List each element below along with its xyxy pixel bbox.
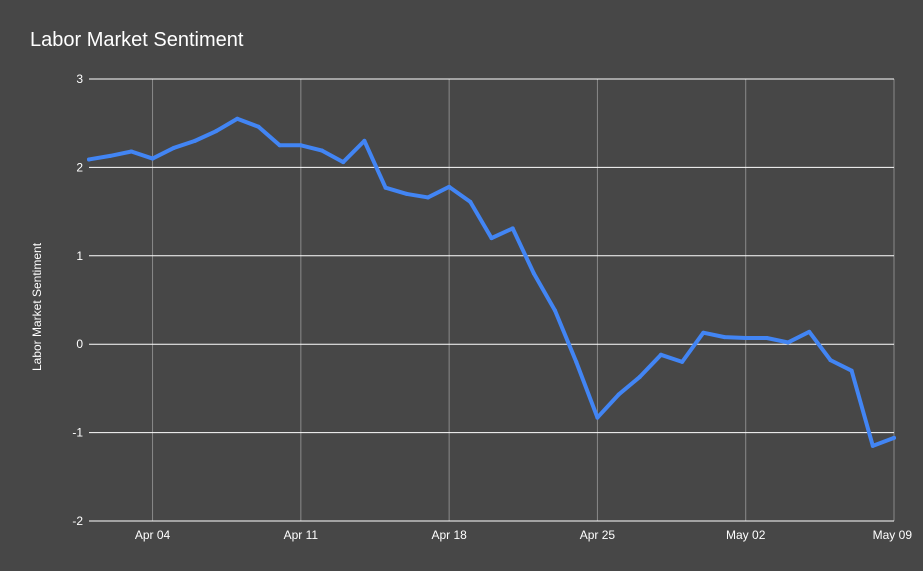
data-point	[425, 195, 430, 200]
y-tick-label: 1	[76, 249, 83, 263]
data-point	[489, 236, 494, 241]
series-layer	[87, 116, 896, 448]
y-tick-label: 3	[76, 72, 83, 86]
data-point	[574, 359, 579, 364]
data-point	[108, 153, 113, 158]
data-point	[277, 143, 282, 148]
data-point	[510, 226, 515, 231]
data-point	[383, 185, 388, 190]
x-tick-label: Apr 18	[431, 528, 467, 542]
data-point	[680, 359, 685, 364]
y-tick-label: -1	[72, 426, 83, 440]
data-point	[531, 271, 536, 276]
data-point	[129, 149, 134, 154]
data-point	[256, 124, 261, 129]
data-point	[468, 199, 473, 204]
x-tick-label: Apr 04	[135, 528, 171, 542]
data-point	[553, 308, 558, 313]
data-point	[362, 138, 367, 143]
data-point	[658, 352, 663, 357]
data-point	[298, 143, 303, 148]
data-point	[637, 374, 642, 379]
data-point	[786, 340, 791, 345]
grid-layer	[89, 78, 895, 522]
x-tick-label: Apr 25	[580, 528, 616, 542]
data-point	[214, 129, 219, 134]
y-axis-title: Labor Market Sentiment	[30, 242, 44, 371]
x-tick-label: May 02	[726, 528, 766, 542]
data-point	[743, 336, 748, 341]
data-point	[807, 329, 812, 334]
data-point	[828, 358, 833, 363]
label-layer: Apr 04 Apr 11 Apr 18 Apr 25 May 02 May 09 3 2 1 0…	[30, 72, 912, 542]
x-tick-label: Apr 11	[284, 528, 319, 542]
y-tick-label: 2	[76, 160, 83, 174]
data-point	[235, 116, 240, 121]
chart-title: Labor Market Sentiment	[30, 29, 244, 51]
data-point	[722, 335, 727, 340]
data-point	[341, 160, 346, 165]
x-tick-label: May 09	[873, 528, 913, 542]
data-point	[849, 368, 854, 373]
data-point	[892, 435, 896, 440]
data-point	[447, 184, 452, 189]
data-point	[320, 148, 325, 153]
data-point	[616, 392, 621, 397]
data-point	[404, 191, 409, 196]
y-tick-label: 0	[76, 337, 83, 351]
data-point	[870, 443, 875, 448]
data-point	[701, 330, 706, 335]
data-point	[192, 138, 197, 143]
data-point	[764, 336, 769, 341]
data-point	[595, 415, 600, 420]
y-tick-label: -2	[72, 514, 83, 528]
data-point	[150, 156, 155, 161]
data-point	[87, 157, 91, 162]
data-point	[171, 145, 176, 150]
